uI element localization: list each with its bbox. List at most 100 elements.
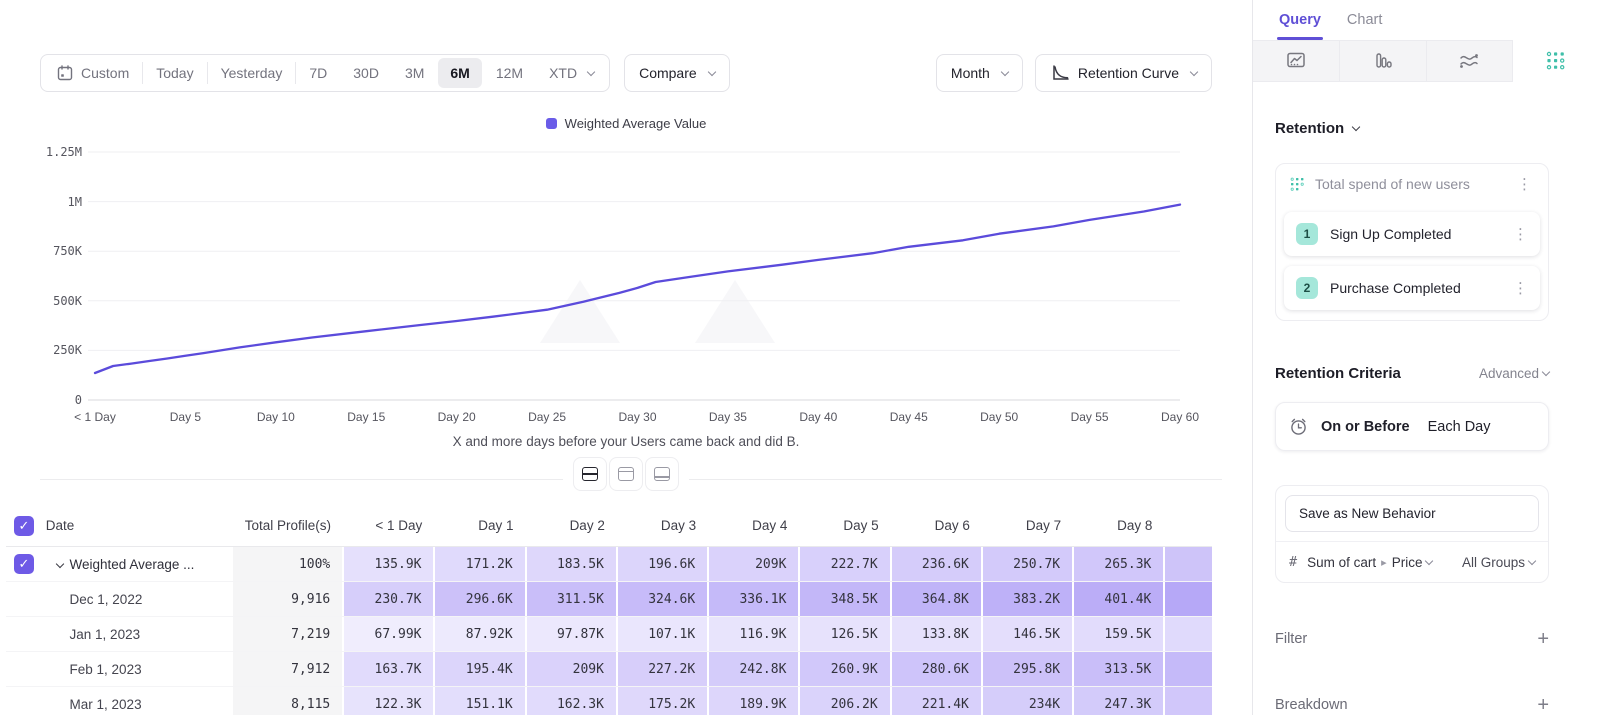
kebab-menu-icon[interactable]: ⋮ — [1513, 278, 1528, 297]
retention-value-cell[interactable]: 171.2K — [434, 547, 525, 581]
retention-value-cell[interactable]: 133.8K — [891, 617, 982, 651]
retention-value-cell[interactable]: 221.4K — [891, 687, 982, 715]
kebab-menu-icon[interactable]: ⋮ — [1513, 224, 1528, 243]
legend-swatch — [545, 117, 557, 129]
row-checkbox[interactable]: ✓ — [14, 554, 34, 574]
retention-value-cell[interactable]: 222.7K — [799, 547, 890, 581]
retention-value-cell[interactable]: 159.5K — [1073, 617, 1164, 651]
add-breakdown-button[interactable]: + — [1537, 694, 1549, 715]
table-row: ✓ Weighted Average ... 100% 135.9K 171.2K 183… — [6, 547, 1212, 582]
retention-value-cell[interactable]: 348.5K — [799, 582, 890, 616]
retention-value-cell[interactable]: 183.5K — [526, 547, 617, 581]
range-30d[interactable]: 30D — [341, 58, 391, 88]
retention-section-toggle[interactable]: Retention — [1275, 120, 1549, 137]
range-today[interactable]: Today — [144, 58, 205, 88]
behavior-step-2[interactable]: 2 Purchase Completed ⋮ — [1284, 266, 1540, 310]
retention-value: 222.7K — [800, 547, 890, 581]
retention-value-cell[interactable]: 97.87K — [526, 617, 617, 651]
retention-value-cell[interactable]: 146.5K — [982, 617, 1073, 651]
retention-value-cell[interactable]: 126.5K — [799, 617, 890, 651]
tab-chart[interactable]: Chart — [1346, 12, 1383, 28]
report-type-insights-icon[interactable] — [1253, 39, 1340, 82]
chevron-down-icon — [1189, 67, 1199, 76]
retention-value-cell[interactable]: 383.2K — [982, 582, 1073, 616]
retention-value-cell[interactable]: 242.8K — [708, 652, 799, 686]
retention-value: 67.99K — [344, 617, 434, 651]
layout-chart-focus-button[interactable] — [609, 457, 643, 491]
range-xtd[interactable]: XTD — [537, 58, 606, 88]
layout-table-focus-button[interactable] — [645, 457, 679, 491]
report-type-flows-icon[interactable] — [1426, 39, 1514, 82]
table-row: Dec 1, 2022 9,916 230.7K 296.6K 311.5K 324.6K… — [6, 582, 1212, 617]
retention-value-cell[interactable]: 196.6K — [617, 547, 708, 581]
retention-value-cell[interactable]: 116.9K — [708, 617, 799, 651]
select-all-checkbox[interactable]: ✓ — [14, 515, 34, 536]
retention-value-cell[interactable]: 227.2K — [617, 652, 708, 686]
retention-value-cell[interactable]: 295.8K — [982, 652, 1073, 686]
retention-value-cell[interactable]: 324.6K — [617, 582, 708, 616]
retention-value-cell[interactable]: 260.9K — [799, 652, 890, 686]
range-6m[interactable]: 6M — [438, 58, 482, 88]
retention-value-cell[interactable]: 250.7K — [982, 547, 1073, 581]
retention-value: 313.5K — [1074, 652, 1164, 686]
metric-row[interactable]: # Sum of cart ▸ Price All Groups — [1276, 541, 1548, 582]
retention-value-cell[interactable]: 311.5K — [526, 582, 617, 616]
behavior-step-1[interactable]: 1 Sign Up Completed ⋮ — [1284, 212, 1540, 256]
retention-value-cell[interactable]: 135.9K — [343, 547, 434, 581]
retention-value-cell[interactable]: 206.2K — [799, 687, 890, 715]
retention-value-cell[interactable]: 234K — [982, 687, 1073, 715]
table-row: Mar 1, 2023 8,115 122.3K 151.1K 162.3K 175.2K… — [6, 687, 1212, 715]
retention-curve-chart[interactable]: 1.25M 1M 750K 500K 250K 0 — [40, 138, 1212, 410]
retention-value-cell[interactable]: 87.92K — [434, 617, 525, 651]
expander-chevron-icon[interactable] — [55, 559, 64, 568]
range-3m[interactable]: 3M — [393, 58, 436, 88]
retention-value-cell[interactable]: 209K — [708, 547, 799, 581]
retention-value-cell[interactable]: 122.3K — [343, 687, 434, 715]
retention-value-cell[interactable]: 364.8K — [891, 582, 982, 616]
retention-value-cell[interactable]: 107.1K — [617, 617, 708, 651]
retention-value-cell[interactable]: 230.7K — [343, 582, 434, 616]
retention-value-cell[interactable]: 151.1K — [434, 687, 525, 715]
all-groups-dropdown[interactable]: All Groups — [1462, 555, 1537, 570]
retention-value-cell[interactable]: 247.3K — [1073, 687, 1164, 715]
tab-query[interactable]: Query — [1277, 12, 1323, 40]
retention-value-cell[interactable]: 163.7K — [343, 652, 434, 686]
retention-value-cell[interactable]: 195.4K — [434, 652, 525, 686]
range-yesterday[interactable]: Yesterday — [209, 58, 295, 88]
range-7d[interactable]: 7D — [297, 58, 339, 88]
y-axis-tick: 1.25M — [45, 145, 82, 159]
retention-value: 227.2K — [617, 652, 708, 686]
clipped-value — [1165, 547, 1212, 581]
retention-value-cell[interactable]: 401.4K — [1073, 582, 1164, 616]
retention-value: 116.9K — [709, 617, 799, 651]
total-value: 9,916 — [233, 582, 343, 616]
behavior-title-row[interactable]: Total spend of new users ⋮ — [1276, 164, 1548, 202]
retention-value: 295.8K — [982, 652, 1073, 686]
retention-value-cell[interactable]: 189.9K — [708, 687, 799, 715]
retention-value-cell[interactable]: 236.6K — [891, 547, 982, 581]
retention-criteria-card[interactable]: On or Before Each Day — [1275, 402, 1549, 451]
row-expander-cell — [46, 652, 70, 686]
compare-button[interactable]: Compare — [624, 54, 730, 92]
retention-value-cell[interactable]: 67.99K — [343, 617, 434, 651]
retention-value-cell[interactable]: 162.3K — [526, 687, 617, 715]
save-as-new-behavior-button[interactable]: Save as New Behavior — [1285, 495, 1539, 532]
add-filter-button[interactable]: + — [1537, 628, 1549, 650]
table-header-row: ✓ Date Total Profile(s) < 1 Day Day 1 Day 2 Da… — [6, 505, 1212, 547]
kebab-menu-icon[interactable]: ⋮ — [1517, 174, 1532, 193]
retention-value-cell[interactable]: 336.1K — [708, 582, 799, 616]
retention-value-cell[interactable]: 175.2K — [617, 687, 708, 715]
layout-split-view-button[interactable] — [573, 457, 607, 491]
retention-value-cell[interactable]: 296.6K — [434, 582, 525, 616]
chart-view-button[interactable]: Retention Curve — [1034, 54, 1212, 92]
report-type-funnels-icon[interactable] — [1339, 39, 1427, 82]
report-type-retention-icon[interactable] — [1513, 39, 1599, 82]
retention-value-cell[interactable]: 313.5K — [1073, 652, 1164, 686]
retention-value-cell[interactable]: 265.3K — [1073, 547, 1164, 581]
granularity-button[interactable]: Month — [935, 54, 1023, 92]
retention-value-cell[interactable]: 209K — [526, 652, 617, 686]
advanced-dropdown[interactable]: Advanced — [1479, 366, 1551, 381]
range-custom[interactable]: Custom — [44, 58, 141, 88]
retention-value-cell[interactable]: 280.6K — [891, 652, 982, 686]
range-12m[interactable]: 12M — [484, 58, 535, 88]
